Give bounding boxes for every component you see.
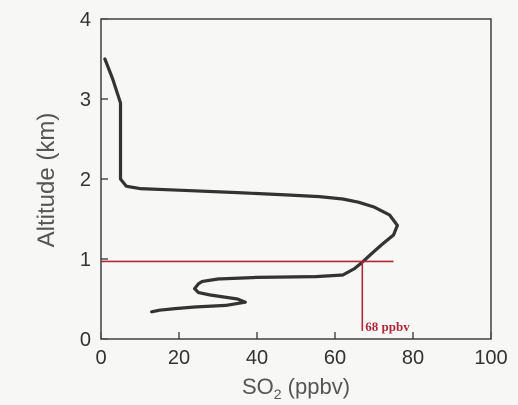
x-tick-label: 60 bbox=[324, 347, 346, 369]
x-axis-ticks: 0 20 40 60 80 100 bbox=[95, 332, 508, 369]
x-tick-label: 80 bbox=[402, 347, 424, 369]
plot-frame bbox=[100, 18, 492, 340]
so2-profile-line bbox=[103, 57, 399, 314]
x-axis-label-main: SO bbox=[242, 374, 274, 399]
x-tick-label: 20 bbox=[168, 347, 190, 369]
x-axis-label-subscript: 2 bbox=[274, 386, 282, 402]
x-tick-label: 0 bbox=[95, 347, 106, 369]
y-axis-label: Altitude (km) bbox=[33, 113, 60, 248]
y-axis-ticks: 0 1 2 3 4 bbox=[80, 9, 108, 351]
x-axis-label: SO2 (ppbv) bbox=[242, 374, 350, 402]
y-tick-label: 4 bbox=[80, 9, 91, 31]
x-axis-label-units: (ppbv) bbox=[282, 374, 350, 399]
y-tick-label: 1 bbox=[80, 249, 91, 271]
x-tick-label: 100 bbox=[474, 347, 507, 369]
concentration-annotation: 68 ppbv bbox=[365, 319, 410, 334]
y-tick-label: 0 bbox=[80, 329, 91, 351]
x-tick-label: 40 bbox=[246, 347, 268, 369]
y-tick-label: 3 bbox=[80, 89, 91, 111]
y-tick-label: 2 bbox=[80, 169, 91, 191]
